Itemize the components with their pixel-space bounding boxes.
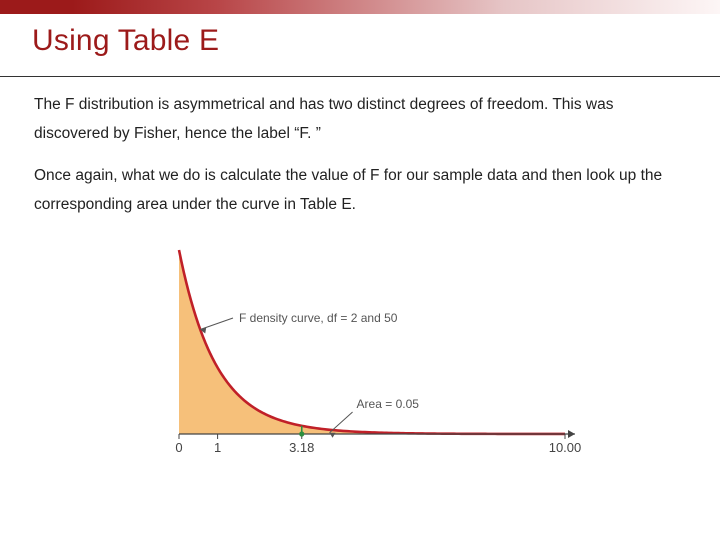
x-tick-label: 10.00: [549, 440, 582, 455]
x-tick-label: 1: [214, 440, 221, 455]
area-label-arrowhead: [330, 432, 336, 437]
x-tick-label: 3.18: [289, 440, 314, 455]
curve-label: F density curve, df = 2 and 50: [239, 311, 398, 325]
chart-container: 0 1 3.18 10.00 F density curve, df = 2 and 5…: [0, 220, 720, 468]
critical-marker: [299, 431, 304, 436]
x-tick-label: 0: [175, 440, 182, 455]
area-label: Area = 0.05: [357, 397, 420, 411]
curve-label-pointer: [200, 318, 233, 329]
page-title: Using Table E: [0, 14, 720, 77]
header-accent-bar: [0, 0, 720, 14]
paragraph-2: Once again, what we do is calculate the …: [0, 148, 720, 219]
x-axis-arrow: [568, 430, 575, 438]
paragraph-1: The F distribution is asymmetrical and h…: [0, 77, 720, 148]
f-density-chart: 0 1 3.18 10.00 F density curve, df = 2 and 5…: [125, 238, 595, 468]
